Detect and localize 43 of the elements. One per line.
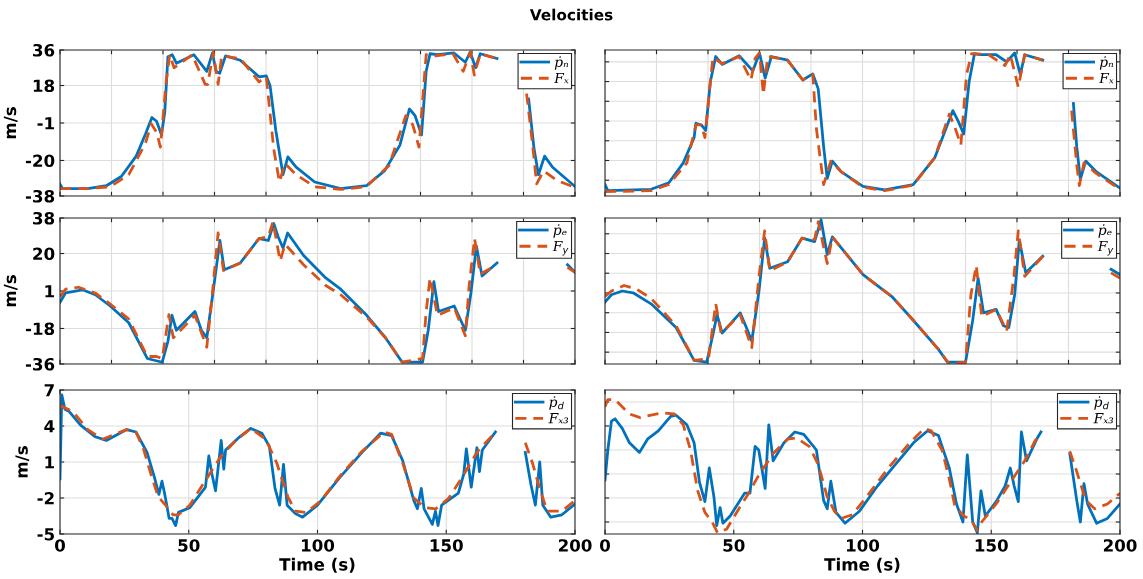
legend-label: Fₓ [553,72,569,84]
x-axis-title: Time (s) [824,557,900,573]
legend-label: F$_{y}$ [1097,240,1114,256]
x-tick-label: 50 [178,539,200,552]
y-tick-label: -38 [25,189,55,203]
x-tick-label: 150 [975,539,1008,552]
legend-label: Fₓ₃ [1093,413,1114,424]
y-tick-label: -5 [37,528,54,541]
y-tick-label: -36 [25,357,55,371]
x-axis-title: Time (s) [279,557,355,573]
y-axis-title: m/s [15,446,30,478]
chart-title: Velocities [529,8,613,21]
y-axis-title: m/s [3,275,18,307]
legend-label: ṗₑ [1098,224,1112,238]
y-tick-label: -1 [37,117,54,130]
legend-label: ṗₙ [554,56,569,70]
x-tick-label: 0 [600,539,610,552]
legend-label: ṗ$_{d}$ [549,396,564,410]
y-tick-label: 1 [45,285,54,298]
y-tick-label: 20 [33,247,55,261]
y-tick-label: -20 [25,154,55,168]
y-tick-label: 4 [44,420,55,433]
legend-label: ṗₑ [553,224,567,238]
x-tick-label: 0 [55,539,65,552]
legend-label: Fₓ [1098,72,1114,84]
legend-label: Fₓ₃ [548,413,569,424]
legend-label: F$_{y}$ [552,240,569,256]
y-tick-label: -2 [37,491,54,505]
x-tick-label: 100 [846,539,880,552]
legend-label: ṗₙ [1099,56,1114,70]
legend-label: ṗ$_{d}$ [1094,396,1109,410]
y-tick-label: 36 [33,43,55,57]
y-tick-label: 1 [45,456,54,469]
y-tick-label: 38 [33,211,55,225]
y-tick-label: -18 [25,322,55,336]
x-tick-label: 200 [558,539,592,552]
y-tick-label: 7 [44,384,54,397]
x-tick-label: 200 [1103,539,1137,552]
x-tick-label: 150 [430,539,463,552]
y-axis-title: m/s [3,107,18,139]
x-tick-label: 100 [301,539,335,552]
y-tick-label: 18 [33,79,55,93]
x-tick-label: 50 [723,539,745,552]
